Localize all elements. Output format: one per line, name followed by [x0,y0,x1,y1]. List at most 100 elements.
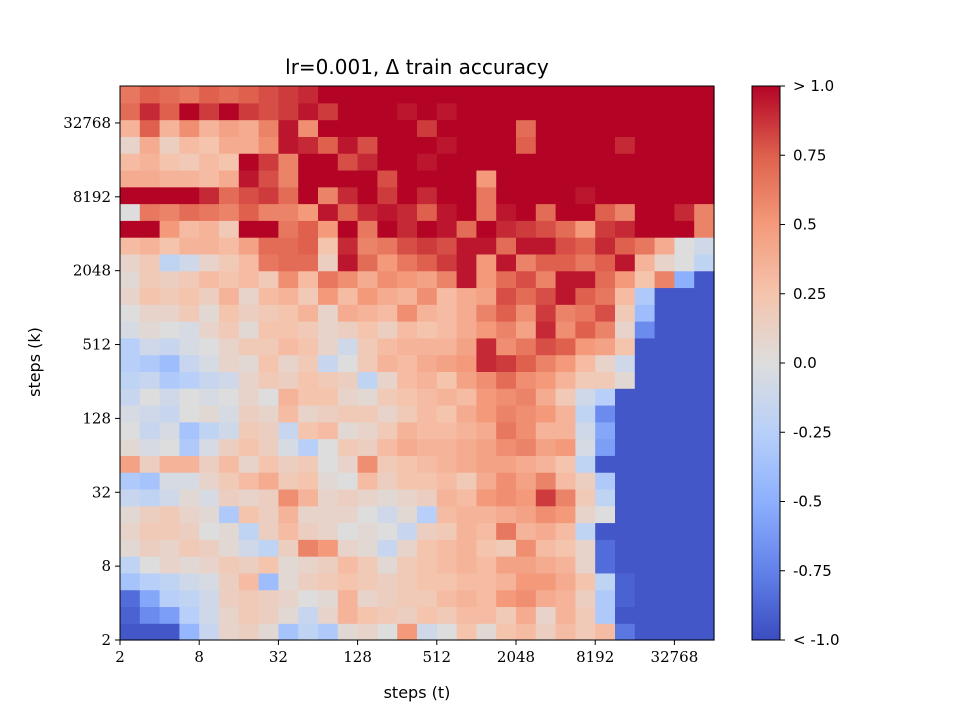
heatmap-cell [199,203,220,221]
heatmap-cell [634,421,656,440]
heatmap-cell [159,556,180,574]
heatmap-cell [357,438,378,456]
heatmap-cell [694,186,715,205]
heatmap-cell [159,404,180,423]
heatmap-cell [575,455,596,473]
heatmap-cell [199,589,220,608]
heatmap-cell [357,136,378,154]
heatmap-cell [496,203,517,221]
heatmap-cell [535,119,557,137]
heatmap-cell [179,86,200,104]
heatmap-cell [159,488,180,507]
heatmap-cell [496,421,517,440]
heatmap-cell [417,589,438,608]
heatmap-cell [139,102,161,121]
heatmap-cell [159,623,180,641]
heatmap-cell [516,388,537,406]
heatmap-cell [258,438,279,456]
heatmap-cell [516,572,537,591]
heatmap-cell [139,371,161,389]
heatmap-cell [278,186,299,205]
heatmap-cell [258,119,279,137]
heatmap-cell [476,354,497,372]
heatmap-cell [337,438,359,456]
heatmap-cell [436,421,458,440]
heatmap-cell [694,455,715,473]
heatmap-cell [575,237,596,255]
heatmap-cell [456,522,477,540]
heatmap-cell [139,455,161,473]
heatmap-cell [456,169,477,188]
heatmap-cell [694,253,715,272]
heatmap-cell [535,86,557,104]
heatmap-cell [337,371,359,389]
heatmap-cell [278,153,299,171]
heatmap-cell [318,270,339,289]
heatmap-cell [476,321,497,339]
heatmap-cell [238,606,260,624]
x-axis-ticks: 2 8 32 128 512 2048 8192 32768 [115,640,698,666]
heatmap-cell [120,203,141,221]
heatmap-cell [219,472,240,490]
heatmap-cell [516,421,537,440]
heatmap-cell [139,404,161,423]
heatmap-cell [238,404,260,423]
heatmap-cell [377,337,398,356]
heatmap-cell [436,203,458,221]
heatmap-cell [496,354,517,372]
heatmap-cell [337,472,359,490]
heatmap-cell [139,539,161,557]
heatmap-cell [377,556,398,574]
heatmap-cell [377,186,398,205]
heatmap-cell [417,304,438,322]
heatmap-cell [417,388,438,406]
heatmap-cell [179,606,200,624]
heatmap-cell [555,505,576,524]
heatmap-cell [120,421,141,440]
heatmap-cell [258,421,279,440]
heatmap-cell [476,203,497,221]
heatmap-cell [555,354,576,372]
heatmap-cell [278,388,299,406]
heatmap-cell [615,186,636,205]
heatmap-cell [555,304,576,322]
heatmap-cell [535,488,557,507]
heatmap-cell [516,539,537,557]
heatmap-cell [278,522,299,540]
heatmap-cell [219,572,240,591]
heatmap-cell [139,623,161,641]
y-axis-label: steps (k) [25,327,44,397]
heatmap-cell [436,337,458,356]
heatmap-cell [674,220,695,238]
heatmap-cell [397,472,418,490]
heatmap-cell [555,169,576,188]
heatmap-cell [377,488,398,507]
heatmap-cell [357,102,378,121]
heatmap-cell [694,86,715,104]
heatmap-cell [436,186,458,205]
heatmap-cell [179,253,200,272]
heatmap-cell [278,86,299,104]
heatmap-cell [258,572,279,591]
x-tick-label: 32768 [651,648,699,666]
heatmap-cell [417,203,438,221]
heatmap-cell [397,438,418,456]
heatmap-cell [436,220,458,238]
heatmap-cell [535,153,557,171]
heatmap-cell [456,136,477,154]
heatmap-cell [318,354,339,372]
heatmap-cell [555,455,576,473]
heatmap-cell [516,169,537,188]
heatmap-cell [634,505,656,524]
heatmap-cell [357,119,378,137]
heatmap-cell [120,472,141,490]
heatmap-cell [674,119,695,137]
heatmap-cell [575,556,596,574]
heatmap-cell [298,287,319,305]
heatmap-cell [120,371,141,389]
heatmap-cell [615,572,636,591]
heatmap-cell [159,86,180,104]
heatmap-cell [159,354,180,372]
heatmap-cell [199,623,220,641]
heatmap-cell [397,136,418,154]
